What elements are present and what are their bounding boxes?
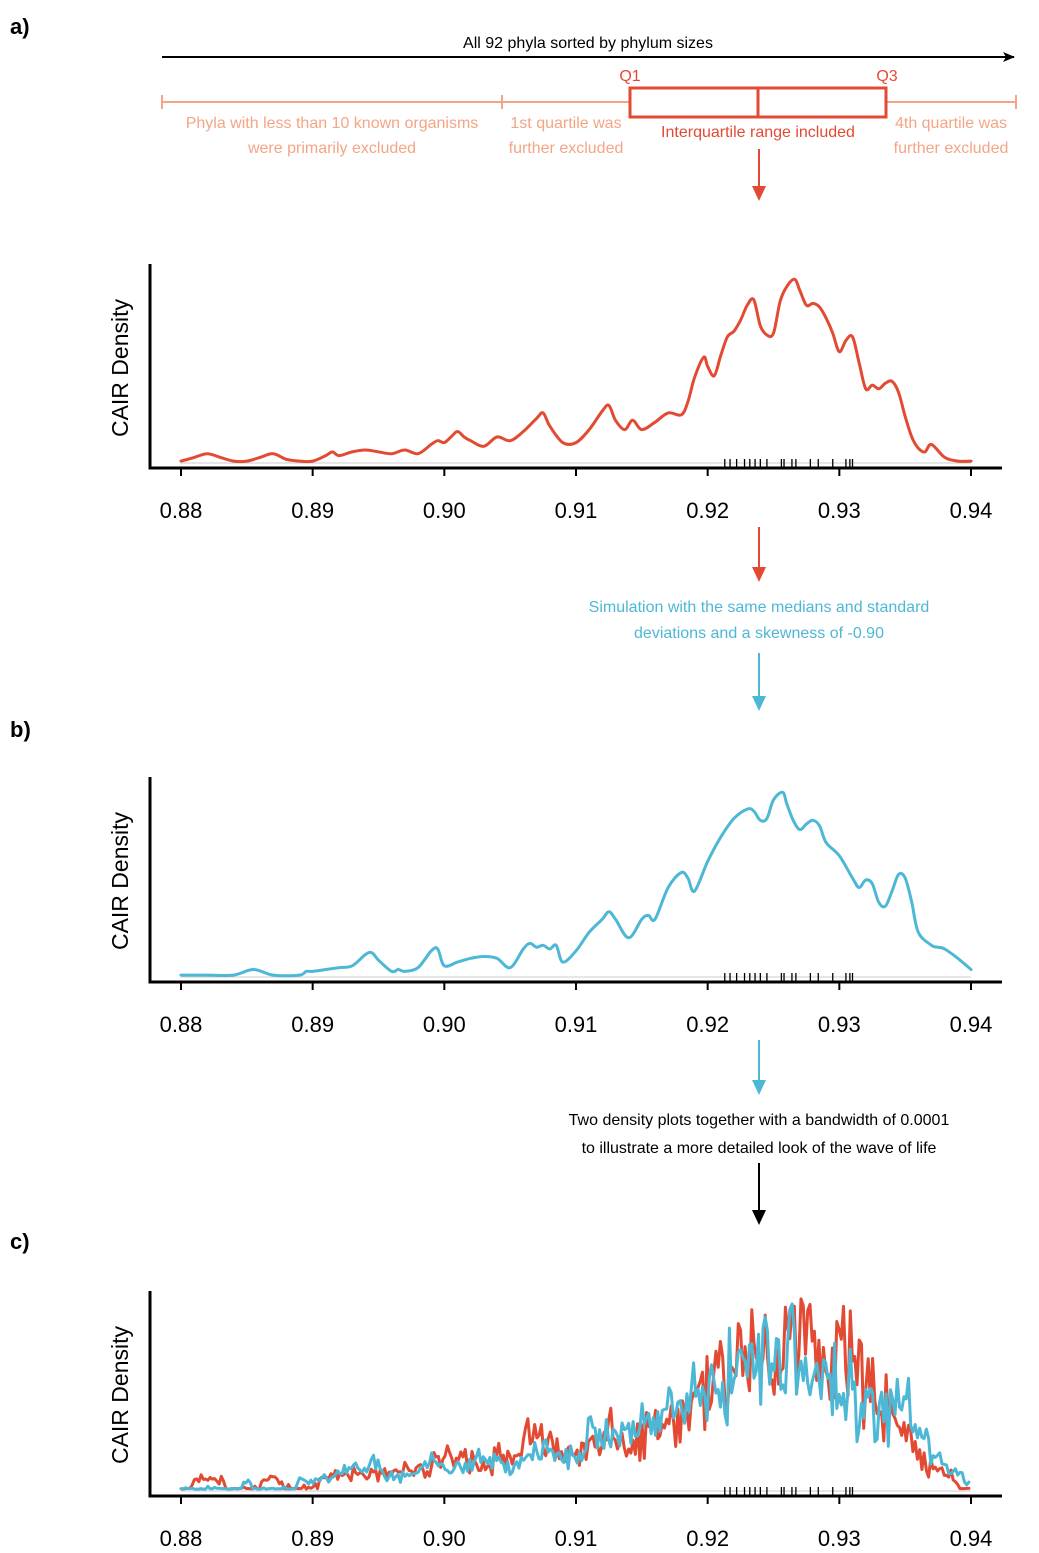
density-series-c-1 (179, 1297, 971, 1491)
x-tick-label: 0.94 (950, 1526, 993, 1551)
x-tick-label: 0.91 (555, 498, 598, 523)
x-tick-label: 0.89 (291, 498, 334, 523)
density-series-c-2 (179, 1302, 971, 1491)
arrow-a-to-sim-head (752, 567, 766, 582)
excluded-small-line2: were primarily excluded (247, 140, 416, 157)
x-tick-label: 0.93 (818, 498, 861, 523)
x-tick-label: 0.93 (818, 1012, 861, 1037)
first-quartile-line1: 1st quartile was (510, 115, 621, 132)
first-quartile-line2: further excluded (509, 140, 624, 157)
x-tick-label: 0.90 (423, 1012, 466, 1037)
x-tick-label: 0.88 (160, 498, 203, 523)
x-tick-label: 0.90 (423, 1526, 466, 1551)
x-tick-label: 0.94 (950, 1012, 993, 1037)
x-tick-label: 0.89 (291, 1526, 334, 1551)
q3-label: Q3 (876, 68, 897, 85)
panel-label-b: b) (10, 717, 31, 742)
x-tick-label: 0.88 (160, 1526, 203, 1551)
fourth-quartile-line1: 4th quartile was (895, 115, 1007, 132)
density-series-a-1 (179, 277, 973, 464)
x-tick-label: 0.89 (291, 1012, 334, 1037)
arrow-note-to-c-head (752, 1210, 766, 1225)
arrow-sim-to-b-head (752, 696, 766, 711)
x-tick-label: 0.92 (686, 1526, 729, 1551)
phyla-schematic: All 92 phyla sorted by phylum sizes Q1 Q… (161, 35, 1017, 157)
density-chart-c: 0.88 0.89 0.90 0.91 0.92 0.93 0.94 CAIR Density (107, 1291, 1002, 1551)
x-tick-label: 0.92 (686, 1012, 729, 1037)
simulation-note-line2: deviations and a skewness of -0.90 (634, 625, 884, 642)
arrow-b-to-note-head (752, 1080, 766, 1095)
x-tick-label: 0.88 (160, 1012, 203, 1037)
x-tick-label: 0.94 (950, 498, 993, 523)
x-tick-label: 0.92 (686, 498, 729, 523)
combined-note-line2: to illustrate a more detailed look of th… (582, 1140, 937, 1157)
y-axis-label: CAIR Density (107, 1325, 133, 1464)
phyla-title: All 92 phyla sorted by phylum sizes (463, 35, 713, 52)
y-axis-label: CAIR Density (107, 811, 133, 950)
panel-label-c: c) (10, 1229, 30, 1254)
density-chart-a: 0.88 0.89 0.90 0.91 0.92 0.93 0.94 CAIR Density (107, 264, 1002, 523)
x-tick-label: 0.90 (423, 498, 466, 523)
panel-label-a: a) (10, 14, 30, 39)
arrow-schematic-to-a-head (752, 186, 766, 201)
density-chart-b: 0.88 0.89 0.90 0.91 0.92 0.93 0.94 CAIR Density (107, 777, 1002, 1037)
combined-note-line1: Two density plots together with a bandwi… (569, 1112, 950, 1129)
connector-arrows: Simulation with the same medians and sta… (569, 149, 950, 1225)
density-series-b-1 (179, 790, 973, 978)
x-tick-label: 0.91 (555, 1526, 598, 1551)
simulation-note-line1: Simulation with the same medians and sta… (589, 599, 930, 616)
iqr-label: Interquartile range included (661, 124, 855, 141)
fourth-quartile-line2: further excluded (894, 140, 1009, 157)
x-tick-label: 0.93 (818, 1526, 861, 1551)
y-axis-label: CAIR Density (107, 298, 133, 437)
q1-label: Q1 (619, 68, 640, 85)
excluded-small-line1: Phyla with less than 10 known organisms (186, 115, 479, 132)
x-tick-label: 0.91 (555, 1012, 598, 1037)
